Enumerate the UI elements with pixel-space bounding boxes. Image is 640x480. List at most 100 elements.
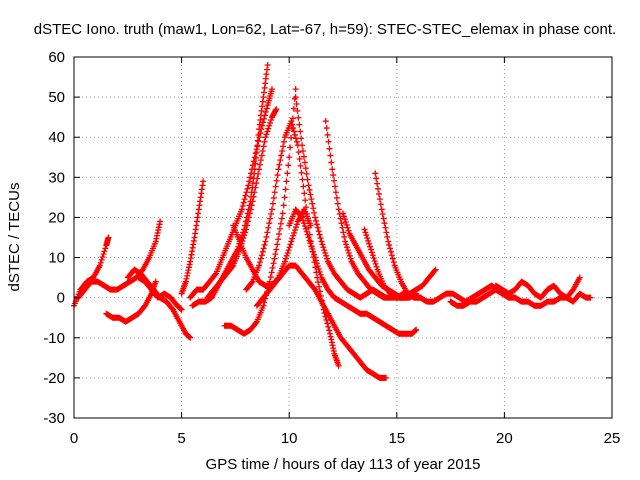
data-point <box>382 224 389 231</box>
axis-ticks: 0 5 10 15 20 25 -30 -20 -10 0 10 20 30 40 50 60 <box>43 49 620 447</box>
data-point <box>240 199 247 206</box>
data-point <box>263 131 270 138</box>
data-point <box>315 266 322 273</box>
data-point <box>229 263 236 270</box>
data-point <box>343 221 350 228</box>
data-point <box>319 241 326 248</box>
data-point <box>297 128 304 135</box>
data-point <box>263 105 270 112</box>
data-point <box>240 235 247 242</box>
data-point <box>261 241 268 248</box>
data-point <box>321 247 328 254</box>
data-point <box>100 251 107 258</box>
data-point <box>290 232 297 239</box>
data-point <box>299 176 306 183</box>
data-point <box>283 178 290 185</box>
data-point <box>343 244 350 251</box>
x-tick-label: 10 <box>281 430 298 447</box>
data-point <box>315 279 322 286</box>
data-point <box>270 194 277 201</box>
data-point <box>388 252 395 259</box>
data-point <box>312 217 319 224</box>
data-point <box>267 119 274 126</box>
data-point <box>372 260 379 267</box>
data-point <box>302 225 309 232</box>
data-point <box>262 238 269 245</box>
data-point <box>242 229 249 236</box>
data-point <box>105 234 112 241</box>
data-point <box>286 154 293 161</box>
data-point <box>102 245 109 252</box>
data-arc <box>178 178 207 297</box>
data-point <box>362 229 369 236</box>
data-point <box>310 248 317 255</box>
data-point <box>296 155 303 162</box>
x-tick-label: 15 <box>388 430 405 447</box>
data-point <box>389 255 396 262</box>
data-point <box>241 232 248 239</box>
data-point <box>254 175 261 182</box>
data-point <box>246 178 253 185</box>
data-arc <box>204 106 280 301</box>
data-point <box>372 170 379 177</box>
data-point <box>256 259 263 266</box>
data-point <box>320 244 327 251</box>
data-point <box>378 206 385 213</box>
data-point <box>265 224 272 231</box>
x-tick-label: 5 <box>177 430 185 447</box>
data-point <box>314 263 321 270</box>
plot-frame <box>73 56 613 419</box>
data-point <box>301 159 308 166</box>
data-point <box>307 240 314 247</box>
data-point <box>267 215 274 222</box>
data-point <box>340 229 347 236</box>
data-point <box>330 172 337 179</box>
data-point <box>386 241 393 248</box>
data-point <box>305 234 312 241</box>
data-point <box>306 237 313 244</box>
data-point <box>325 138 332 145</box>
data-point <box>264 229 271 236</box>
data-arc <box>243 118 342 369</box>
data-point <box>259 248 266 255</box>
data-point <box>280 138 287 145</box>
data-point <box>342 219 349 226</box>
data-point <box>258 252 265 259</box>
data-point <box>413 326 420 333</box>
data-point <box>294 107 301 114</box>
data-point <box>375 185 382 192</box>
data-point <box>296 121 303 128</box>
data-point <box>273 177 280 184</box>
data-point <box>334 200 341 207</box>
data-point <box>280 143 287 150</box>
data-point <box>249 198 256 205</box>
data-point <box>266 220 273 227</box>
data-point <box>338 220 345 227</box>
data-point <box>243 189 250 196</box>
data-point <box>253 180 260 187</box>
data-point <box>257 157 264 164</box>
data-point <box>324 320 331 327</box>
data-arc <box>286 206 420 337</box>
data-point <box>341 233 348 240</box>
data-point <box>345 227 352 234</box>
data-point <box>335 206 342 213</box>
data-point <box>265 125 272 132</box>
data-point <box>284 249 291 256</box>
y-tick-label: 0 <box>57 290 65 307</box>
data-point <box>260 245 267 252</box>
data-point <box>292 135 299 142</box>
data-point <box>266 122 273 129</box>
y-tick-label: 30 <box>48 169 65 186</box>
data-point <box>383 229 390 236</box>
data-arc <box>253 262 390 381</box>
data-point <box>263 233 270 240</box>
data-point <box>284 170 291 177</box>
data-point <box>331 177 338 184</box>
data-arc <box>75 218 164 301</box>
data-point <box>274 172 281 179</box>
data-point <box>344 247 351 254</box>
data-point <box>268 117 275 124</box>
data-arc <box>492 274 583 301</box>
